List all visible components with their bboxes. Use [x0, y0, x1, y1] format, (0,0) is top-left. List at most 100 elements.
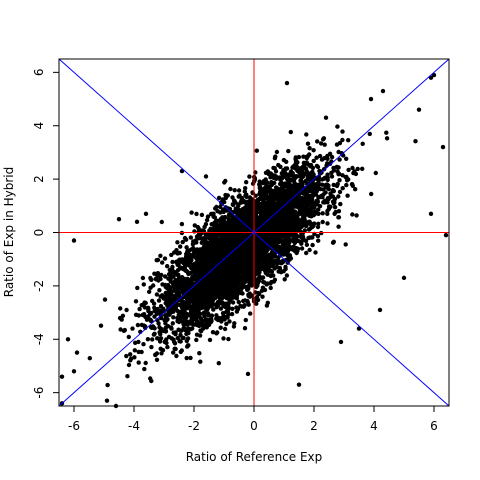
data-point [158, 276, 163, 282]
data-point [171, 315, 176, 320]
data-point [185, 293, 190, 299]
data-point [261, 178, 267, 184]
data-point [284, 159, 289, 164]
data-point [146, 308, 151, 314]
data-point [293, 187, 298, 192]
data-point [248, 311, 253, 316]
data-point [284, 273, 290, 278]
data-point [321, 167, 327, 172]
data-point [197, 351, 202, 356]
data-point [158, 304, 164, 309]
data-point [281, 232, 287, 237]
data-point [256, 290, 261, 296]
data-point [191, 241, 196, 246]
data-point [198, 329, 204, 334]
data-point [315, 164, 321, 170]
data-point [315, 233, 321, 239]
data-point [337, 157, 342, 162]
data-point [307, 213, 312, 218]
data-point [204, 307, 210, 312]
data-point [105, 382, 110, 388]
data-point [135, 285, 140, 291]
data-point [344, 182, 349, 188]
data-point [329, 154, 335, 160]
data-point [346, 167, 351, 173]
data-point [250, 251, 255, 256]
data-point [272, 254, 277, 259]
data-point [169, 252, 174, 258]
data-point [200, 246, 206, 251]
data-point [230, 306, 235, 311]
data-point [271, 165, 276, 171]
data-point [126, 334, 131, 340]
data-point [186, 263, 192, 268]
data-point [264, 213, 270, 219]
data-point [185, 343, 191, 348]
data-point [224, 321, 229, 327]
data-point [213, 288, 219, 293]
data-point [142, 366, 147, 372]
data-point [277, 246, 283, 252]
data-point [305, 154, 311, 159]
data-point [208, 250, 213, 255]
data-point [263, 204, 268, 209]
data-point [302, 198, 308, 203]
data-point [274, 185, 280, 191]
data-point [216, 232, 221, 237]
data-point [313, 182, 318, 187]
data-point [325, 185, 330, 190]
data-point [265, 207, 270, 212]
data-point [234, 305, 239, 310]
data-point [141, 342, 146, 347]
data-point [178, 257, 184, 262]
data-point [191, 251, 196, 257]
data-point [211, 292, 216, 297]
data-point [282, 277, 287, 282]
data-point [200, 323, 206, 328]
data-point [242, 249, 248, 254]
data-point [319, 193, 324, 199]
data-point [206, 280, 211, 285]
data-point [219, 319, 224, 324]
data-point [271, 273, 276, 278]
data-point [223, 270, 228, 275]
data-point [222, 220, 228, 225]
data-point [283, 266, 288, 272]
data-point [238, 227, 243, 233]
data-point [278, 164, 283, 169]
data-point [188, 355, 193, 361]
data-point [237, 211, 242, 217]
data-point [339, 151, 344, 156]
data-point [235, 290, 240, 295]
data-point [255, 283, 260, 288]
data-point [269, 220, 274, 225]
data-point [157, 339, 163, 344]
data-point [145, 337, 151, 342]
data-point [221, 252, 227, 257]
data-point [163, 274, 168, 279]
data-point [261, 247, 266, 252]
data-point [290, 184, 295, 189]
data-point [277, 200, 283, 205]
data-point [331, 239, 336, 244]
data-point [133, 299, 139, 304]
data-point [302, 201, 307, 207]
data-point [102, 297, 108, 302]
data-point [220, 260, 226, 266]
data-point [220, 207, 226, 212]
data-point [211, 269, 216, 275]
data-point [202, 290, 207, 295]
data-point [158, 332, 163, 337]
data-point [202, 285, 207, 291]
data-point [337, 178, 342, 183]
data-point [291, 177, 297, 182]
data-point [254, 271, 259, 276]
data-point [152, 308, 157, 314]
data-point [139, 303, 144, 308]
data-point [227, 233, 232, 238]
data-point [305, 181, 310, 187]
data-point [232, 321, 237, 326]
data-point [195, 313, 200, 318]
data-point [221, 235, 226, 240]
data-point [311, 213, 316, 218]
